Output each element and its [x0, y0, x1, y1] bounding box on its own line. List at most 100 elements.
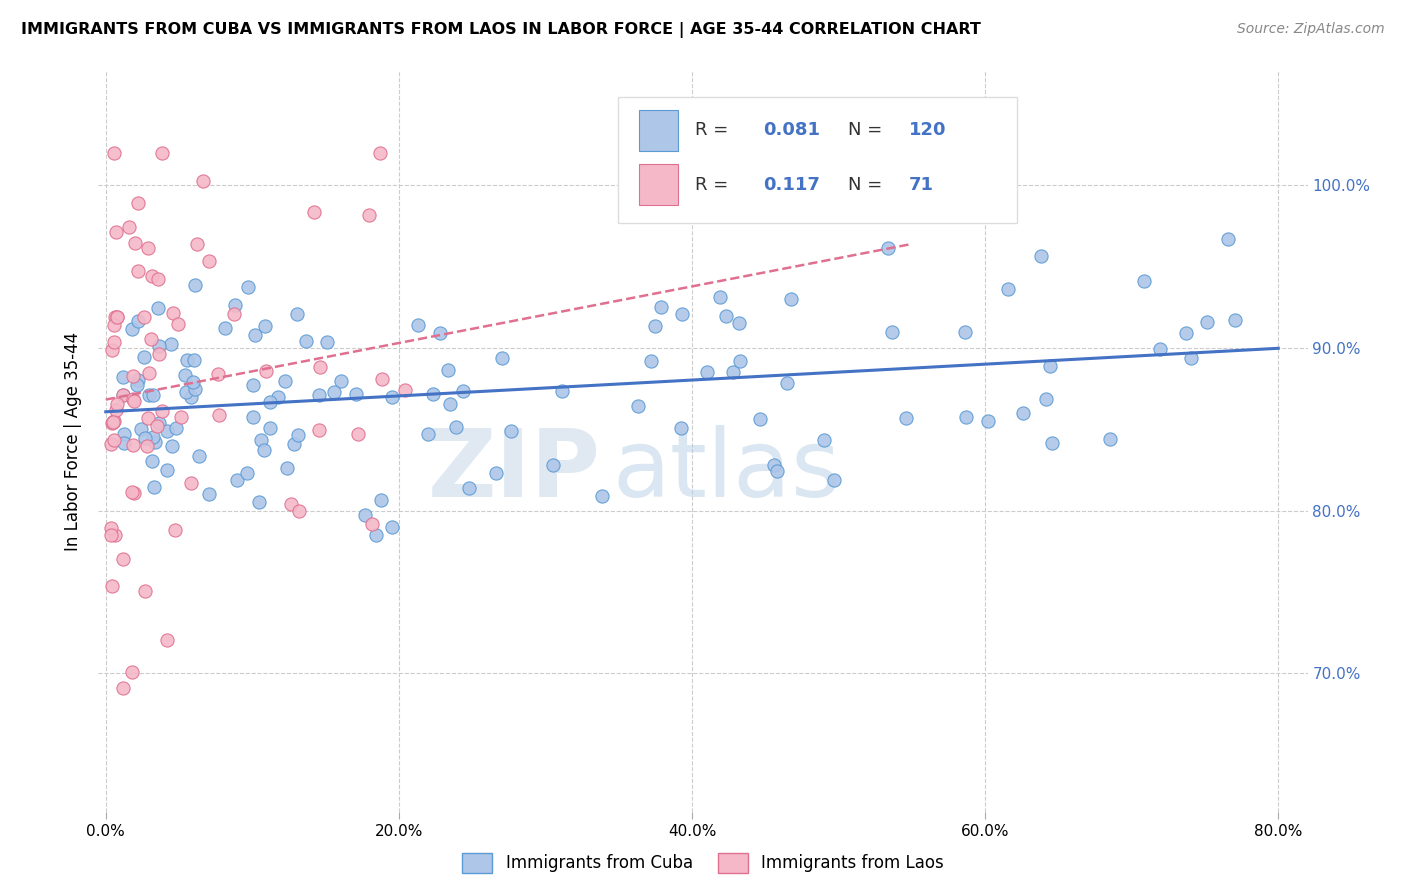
Point	[541, 458, 564, 472]
Text: 0.081: 0.081	[763, 121, 821, 139]
Point	[429, 326, 451, 340]
Point	[1216, 232, 1239, 246]
Point	[253, 318, 276, 333]
Point	[329, 374, 352, 388]
Point	[162, 306, 184, 320]
Point	[650, 301, 672, 315]
Point	[127, 196, 149, 211]
Point	[112, 388, 135, 402]
Point	[242, 410, 264, 425]
Text: N =: N =	[848, 121, 889, 139]
Point	[124, 394, 146, 409]
Point	[714, 309, 737, 323]
Point	[370, 493, 392, 508]
Point	[103, 318, 125, 332]
FancyBboxPatch shape	[638, 164, 678, 205]
Point	[723, 365, 745, 379]
Point	[1039, 359, 1062, 373]
Point	[346, 426, 368, 441]
Point	[499, 425, 522, 439]
Point	[136, 241, 159, 255]
Point	[127, 264, 149, 278]
Text: Source: ZipAtlas.com: Source: ZipAtlas.com	[1237, 22, 1385, 37]
Point	[1011, 406, 1033, 420]
Point	[121, 322, 143, 336]
Point	[148, 339, 170, 353]
Text: ZIP: ZIP	[427, 425, 600, 517]
Point	[287, 307, 309, 321]
Point	[288, 504, 311, 518]
Point	[181, 375, 204, 389]
Text: 120: 120	[908, 121, 946, 139]
Point	[174, 385, 197, 400]
Point	[453, 384, 475, 398]
Point	[242, 378, 264, 392]
Point	[101, 416, 124, 430]
Point	[371, 372, 394, 386]
Point	[125, 378, 148, 392]
Point	[226, 473, 249, 487]
Text: R =: R =	[695, 121, 734, 139]
Point	[780, 293, 803, 307]
Point	[1225, 313, 1247, 327]
Point	[100, 437, 122, 451]
Point	[364, 528, 387, 542]
Point	[709, 290, 731, 304]
Point	[132, 350, 155, 364]
Point	[105, 225, 128, 239]
Point	[1040, 436, 1063, 450]
Point	[100, 521, 122, 535]
Point	[124, 235, 146, 250]
Point	[762, 458, 785, 473]
Point	[247, 495, 270, 509]
Point	[112, 427, 135, 442]
Text: R =: R =	[695, 176, 734, 194]
Point	[134, 583, 156, 598]
Point	[142, 430, 165, 444]
Point	[184, 383, 207, 397]
Point	[138, 366, 160, 380]
Point	[354, 508, 377, 523]
Point	[766, 464, 789, 478]
Point	[127, 373, 149, 387]
Point	[245, 328, 267, 343]
Point	[416, 427, 439, 442]
Point	[302, 205, 325, 219]
Point	[170, 409, 193, 424]
Point	[112, 436, 135, 450]
Point	[491, 351, 513, 365]
Point	[165, 523, 187, 537]
Point	[156, 424, 179, 438]
Point	[315, 335, 337, 350]
Point	[250, 433, 273, 447]
Point	[1180, 351, 1202, 365]
Point	[145, 434, 167, 449]
Point	[134, 431, 156, 445]
Point	[813, 433, 835, 447]
Point	[224, 307, 246, 321]
Text: IMMIGRANTS FROM CUBA VS IMMIGRANTS FROM LAOS IN LABOR FORCE | AGE 35-44 CORRELAT: IMMIGRANTS FROM CUBA VS IMMIGRANTS FROM …	[21, 22, 981, 38]
Point	[134, 310, 156, 325]
Point	[485, 466, 508, 480]
Point	[422, 386, 444, 401]
Point	[105, 402, 128, 417]
Text: 71: 71	[908, 176, 934, 194]
Point	[131, 421, 153, 435]
Point	[235, 467, 257, 481]
Text: N =: N =	[848, 176, 889, 194]
Point	[1195, 315, 1218, 329]
Point	[344, 387, 367, 401]
Point	[1029, 249, 1052, 263]
Point	[105, 397, 128, 411]
Point	[776, 376, 799, 390]
Point	[104, 310, 127, 325]
Point	[148, 347, 170, 361]
Point	[105, 310, 128, 325]
Point	[253, 442, 276, 457]
Point	[180, 390, 202, 404]
Point	[191, 174, 214, 188]
Point	[894, 411, 917, 425]
Point	[112, 370, 135, 384]
Point	[148, 416, 170, 430]
Point	[254, 364, 277, 378]
